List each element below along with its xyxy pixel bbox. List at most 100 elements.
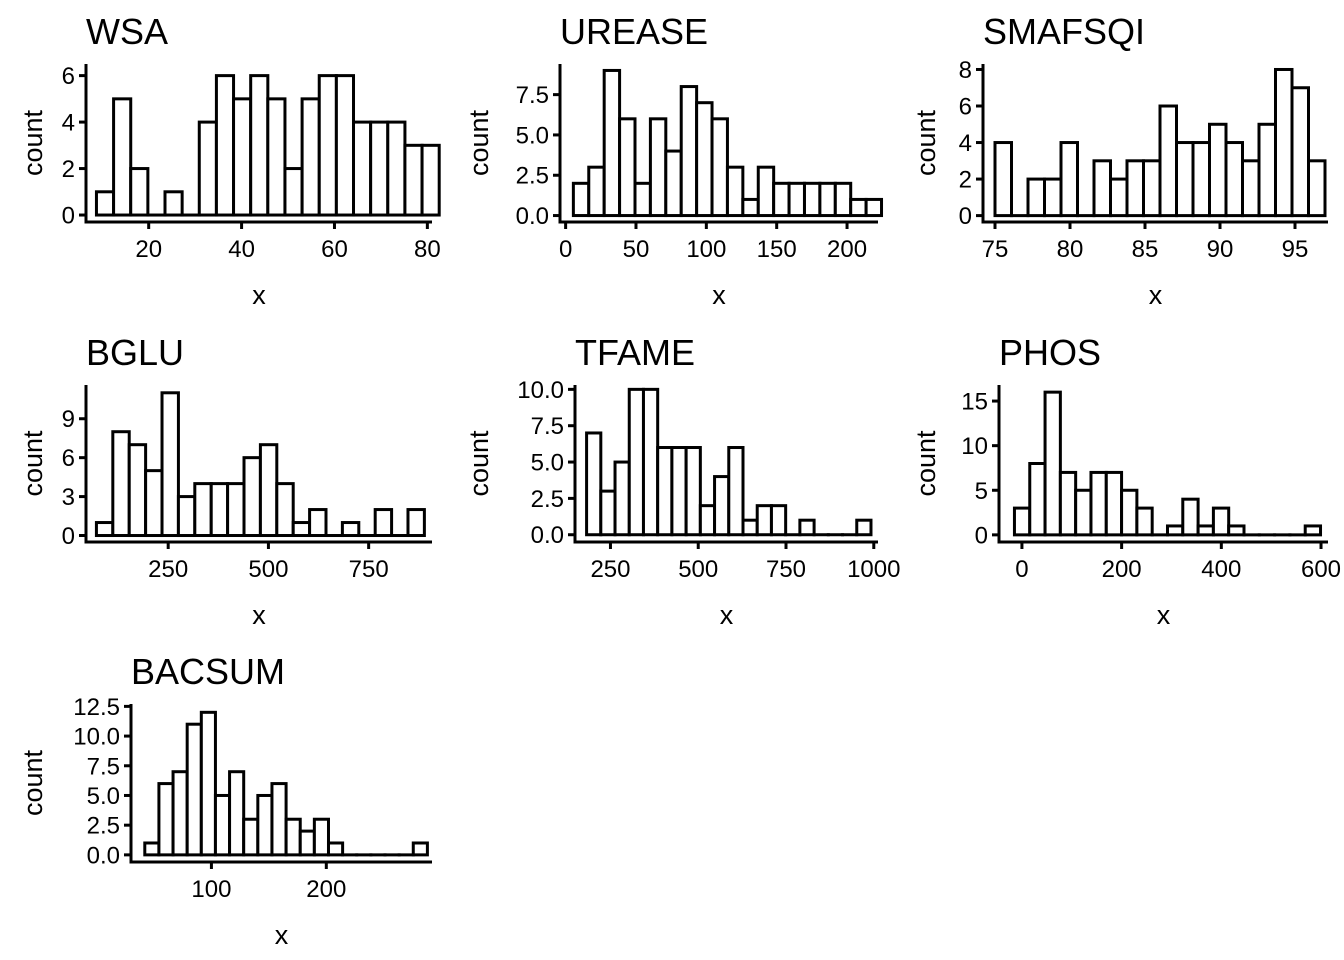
y-tick-label: 0 bbox=[959, 203, 972, 230]
histogram-bar bbox=[1257, 122, 1277, 218]
histogram-bar bbox=[713, 475, 731, 537]
y-tick-label: 5.0 bbox=[87, 783, 120, 810]
y-tick-label: 15 bbox=[961, 389, 988, 416]
histogram-bar bbox=[228, 770, 246, 857]
x-tick-label: 100 bbox=[686, 236, 726, 263]
histogram-bar bbox=[411, 841, 429, 857]
x-tick-label: 400 bbox=[1201, 556, 1241, 583]
y-axis-title: count bbox=[18, 109, 48, 176]
x-tick-label: 600 bbox=[1301, 556, 1341, 583]
y-axis-title: count bbox=[18, 749, 48, 816]
histogram-bar bbox=[613, 460, 631, 537]
histogram-bar bbox=[802, 181, 822, 218]
histogram-bar bbox=[163, 190, 184, 217]
x-axis-title: x bbox=[252, 280, 266, 310]
histogram-bar bbox=[157, 782, 175, 857]
x-axis-title: x bbox=[1149, 280, 1163, 310]
x-tick-label: 750 bbox=[766, 556, 806, 583]
histogram-bar bbox=[695, 101, 714, 218]
y-tick-label: 6 bbox=[62, 445, 75, 472]
y-tick-label: 5.0 bbox=[531, 450, 564, 477]
histogram-bar bbox=[798, 518, 816, 537]
panel-title: SMAFSQI bbox=[983, 11, 1145, 52]
histogram-bar bbox=[585, 431, 603, 537]
histogram-bar bbox=[679, 85, 699, 218]
y-tick-label: 0 bbox=[62, 203, 75, 230]
histogram-bar bbox=[143, 841, 161, 857]
histogram-bar bbox=[1196, 524, 1215, 537]
histogram-bar bbox=[633, 181, 652, 218]
histogram-bar bbox=[1074, 488, 1093, 537]
y-tick-label: 2.5 bbox=[87, 813, 120, 840]
histogram-bar bbox=[249, 74, 270, 217]
histogram-bar bbox=[1227, 524, 1246, 537]
x-tick-label: 200 bbox=[1102, 556, 1142, 583]
histogram-bar bbox=[420, 143, 441, 217]
y-tick-label: 9 bbox=[62, 406, 75, 433]
y-tick-label: 2 bbox=[62, 156, 75, 183]
histogram-bar bbox=[698, 504, 717, 537]
x-tick-label: 250 bbox=[148, 556, 188, 583]
histogram-bar bbox=[213, 793, 232, 857]
y-tick-label: 7.5 bbox=[531, 413, 564, 440]
histogram-bar bbox=[283, 167, 304, 217]
histogram-bar bbox=[1175, 141, 1195, 218]
histogram-bar bbox=[664, 149, 683, 218]
histogram-bar bbox=[1290, 86, 1310, 218]
histogram-bar bbox=[741, 518, 759, 537]
y-tick-label: 0.0 bbox=[516, 203, 549, 230]
histogram-bar bbox=[1058, 470, 1078, 537]
histogram-bar bbox=[176, 495, 197, 538]
panel-title: PHOS bbox=[999, 332, 1101, 373]
histogram-bar bbox=[833, 181, 853, 218]
histogram-bar bbox=[1104, 470, 1124, 537]
histogram-bar bbox=[670, 446, 688, 537]
histogram-bar bbox=[1059, 141, 1079, 218]
x-tick-label: 500 bbox=[678, 556, 718, 583]
histogram-bar bbox=[160, 391, 180, 538]
histogram-bar bbox=[275, 482, 295, 538]
x-tick-label: 200 bbox=[306, 876, 346, 903]
histogram-bar bbox=[1224, 141, 1244, 218]
panel-title: TFAME bbox=[575, 332, 695, 373]
histogram-bar bbox=[1274, 67, 1294, 218]
histogram-bar bbox=[369, 120, 390, 217]
y-tick-label: 0 bbox=[975, 522, 988, 549]
histogram-bar bbox=[127, 443, 148, 538]
histogram-bar bbox=[756, 165, 776, 218]
histogram-bar bbox=[993, 141, 1013, 218]
histogram-bar bbox=[171, 770, 189, 857]
histogram-bar bbox=[1135, 506, 1154, 537]
histogram-bar bbox=[684, 446, 702, 537]
histogram-bar bbox=[1012, 506, 1032, 537]
x-tick-label: 150 bbox=[757, 236, 797, 263]
histogram-bar bbox=[209, 482, 230, 538]
histogram-bar bbox=[256, 793, 274, 857]
histogram-bar bbox=[1109, 177, 1129, 218]
histogram-bar bbox=[1043, 390, 1062, 537]
histogram-bar bbox=[599, 489, 617, 537]
histogram-panel-wsa: 0 2 4 6 20 40 60 80 WSA x count bbox=[18, 11, 441, 310]
y-tick-label: 0.0 bbox=[87, 842, 120, 869]
y-tick-label: 0.0 bbox=[531, 522, 564, 549]
histogram-bar bbox=[144, 469, 164, 538]
histogram-bar bbox=[112, 97, 133, 217]
y-axis-title: count bbox=[464, 430, 494, 497]
histogram-bar bbox=[571, 181, 591, 218]
y-tick-label: 12.5 bbox=[73, 694, 120, 721]
histogram-bar bbox=[787, 181, 806, 218]
y-tick-label: 0 bbox=[62, 523, 75, 550]
y-tick-label: 4 bbox=[62, 110, 75, 137]
histogram-bar bbox=[1181, 497, 1200, 537]
histogram-bar bbox=[406, 508, 426, 538]
histogram-bar bbox=[1208, 122, 1228, 218]
x-tick-label: 0 bbox=[1015, 556, 1028, 583]
histogram-bar bbox=[197, 120, 218, 217]
histogram-bar bbox=[94, 190, 116, 217]
x-axis-title: x bbox=[712, 280, 726, 310]
histogram-bar bbox=[727, 446, 745, 537]
x-tick-label: 1000 bbox=[847, 556, 900, 583]
x-tick-label: 60 bbox=[321, 236, 348, 263]
y-tick-label: 2 bbox=[959, 167, 972, 194]
x-axis-title: x bbox=[1157, 600, 1171, 630]
